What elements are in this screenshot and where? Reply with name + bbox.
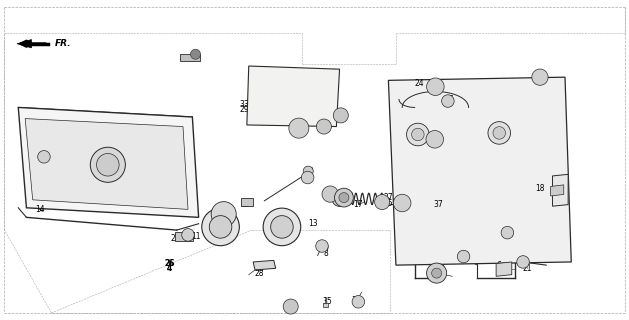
- Text: 23: 23: [304, 167, 314, 176]
- Circle shape: [316, 119, 331, 134]
- Polygon shape: [253, 260, 276, 270]
- Text: 33: 33: [240, 100, 249, 109]
- Text: 5: 5: [279, 227, 284, 236]
- Text: 10: 10: [344, 192, 353, 201]
- Text: 12: 12: [217, 219, 226, 228]
- Circle shape: [38, 150, 50, 163]
- Text: 36: 36: [444, 95, 454, 104]
- Circle shape: [517, 256, 530, 268]
- Text: 14: 14: [35, 205, 45, 214]
- Text: 4: 4: [167, 264, 172, 273]
- Circle shape: [532, 69, 548, 85]
- Text: 31: 31: [335, 111, 344, 120]
- Text: 26: 26: [164, 259, 174, 268]
- Text: 16: 16: [322, 189, 332, 198]
- Text: 21: 21: [523, 264, 532, 273]
- Circle shape: [426, 131, 443, 148]
- Text: 13: 13: [42, 157, 52, 166]
- Circle shape: [393, 194, 411, 212]
- Text: 32: 32: [317, 120, 327, 130]
- Text: 2: 2: [434, 267, 439, 276]
- Polygon shape: [17, 40, 31, 48]
- Text: 11: 11: [191, 232, 200, 241]
- Text: 34: 34: [292, 116, 302, 125]
- Text: 13: 13: [504, 230, 513, 239]
- Circle shape: [457, 250, 470, 263]
- Polygon shape: [550, 185, 564, 196]
- Circle shape: [333, 108, 348, 123]
- Polygon shape: [18, 108, 199, 217]
- Circle shape: [411, 128, 424, 141]
- Circle shape: [202, 208, 240, 246]
- Text: 4: 4: [167, 264, 172, 273]
- Polygon shape: [552, 174, 568, 206]
- Circle shape: [426, 78, 444, 95]
- Text: 20: 20: [255, 264, 264, 273]
- Circle shape: [182, 228, 194, 241]
- FancyBboxPatch shape: [175, 232, 193, 241]
- Text: 29: 29: [240, 105, 249, 114]
- Polygon shape: [25, 119, 188, 209]
- Circle shape: [332, 191, 347, 206]
- Text: 26: 26: [164, 259, 174, 268]
- Text: 6: 6: [497, 261, 502, 270]
- Text: 19: 19: [189, 52, 199, 61]
- Circle shape: [335, 188, 353, 207]
- Circle shape: [339, 193, 349, 203]
- FancyBboxPatch shape: [180, 54, 200, 61]
- Circle shape: [263, 208, 301, 246]
- Circle shape: [209, 216, 232, 238]
- Text: 17: 17: [353, 200, 363, 209]
- Text: 36: 36: [351, 296, 360, 305]
- Text: 9: 9: [323, 244, 328, 253]
- Text: 18: 18: [287, 302, 296, 311]
- Circle shape: [270, 216, 293, 238]
- Circle shape: [283, 299, 298, 314]
- Text: 5: 5: [213, 229, 218, 238]
- FancyBboxPatch shape: [241, 198, 253, 206]
- Text: FR.: FR.: [55, 39, 71, 48]
- Circle shape: [191, 49, 201, 59]
- Text: 24: 24: [415, 79, 425, 88]
- Text: 27: 27: [384, 193, 393, 202]
- Circle shape: [91, 147, 125, 182]
- Circle shape: [375, 195, 389, 210]
- Circle shape: [488, 122, 511, 144]
- Text: 18: 18: [535, 184, 545, 193]
- Circle shape: [426, 263, 447, 283]
- Circle shape: [352, 295, 365, 308]
- Polygon shape: [496, 262, 512, 276]
- Text: 7: 7: [461, 254, 466, 263]
- Circle shape: [501, 226, 514, 239]
- Polygon shape: [247, 66, 340, 126]
- Text: 13: 13: [308, 219, 318, 228]
- Circle shape: [301, 171, 314, 184]
- Circle shape: [289, 118, 309, 138]
- Circle shape: [322, 186, 338, 202]
- Text: 15: 15: [384, 198, 393, 207]
- Circle shape: [211, 202, 237, 227]
- Circle shape: [442, 95, 454, 107]
- Circle shape: [303, 166, 313, 176]
- Circle shape: [431, 268, 442, 278]
- Circle shape: [316, 240, 328, 252]
- Text: 3: 3: [431, 136, 436, 145]
- Text: 37: 37: [433, 200, 443, 209]
- Circle shape: [493, 127, 506, 139]
- Text: 22: 22: [241, 200, 250, 209]
- Polygon shape: [323, 303, 328, 307]
- Text: 35: 35: [322, 297, 332, 306]
- Circle shape: [406, 123, 429, 146]
- Text: 1: 1: [433, 84, 438, 93]
- Text: 30: 30: [292, 120, 302, 130]
- Circle shape: [97, 154, 119, 176]
- Text: 25: 25: [429, 132, 438, 140]
- Text: 8: 8: [323, 250, 328, 259]
- Text: 28: 28: [255, 268, 264, 278]
- Polygon shape: [388, 77, 571, 265]
- Text: 22: 22: [170, 234, 181, 243]
